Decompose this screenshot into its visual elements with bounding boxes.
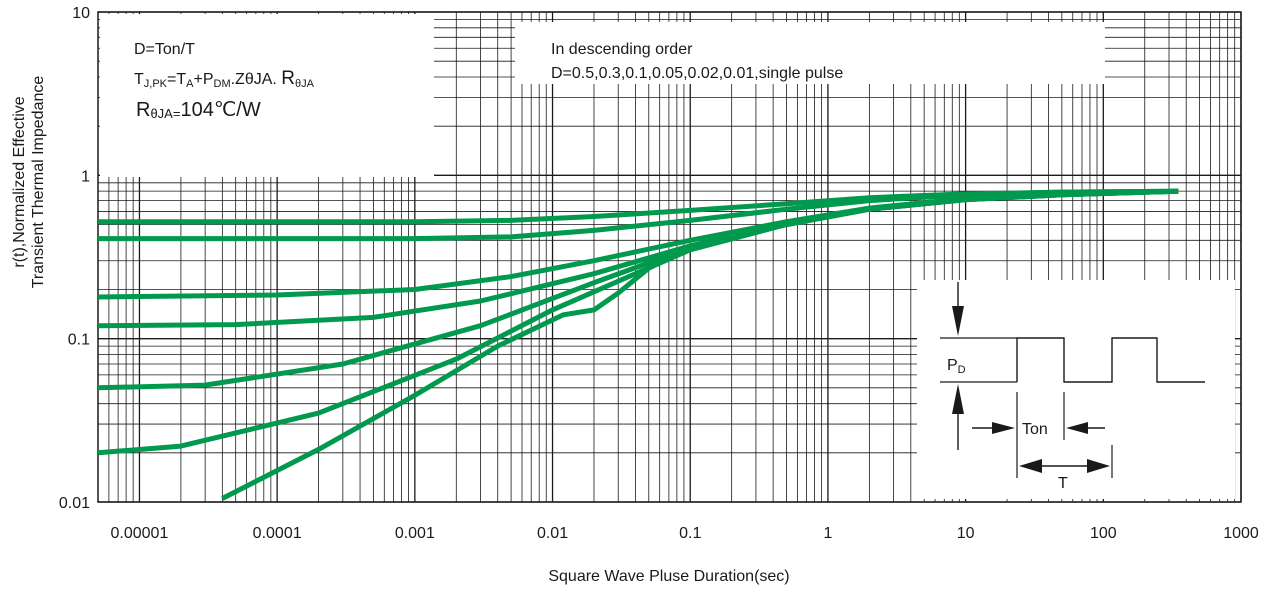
order-box: In descending order D=0.5,0.3,0.1,0.05,0… — [515, 22, 1105, 84]
y-tick-label: 10 — [72, 5, 90, 22]
x-tick-label: 0.0001 — [253, 525, 302, 542]
formula-z: .ZθJA. — [231, 71, 282, 88]
x-tick-label: 100 — [1090, 525, 1117, 542]
pd-label-p: P — [947, 357, 958, 374]
t-arrow-left-head — [1019, 459, 1042, 473]
waveform-box: PD Ton T — [917, 280, 1235, 499]
y-tick-labels: 0.01 0.1 1 10 — [59, 5, 90, 512]
formula-sub-dm: DM — [214, 78, 231, 90]
formula-line-2: TJ,PK=TA+PDM.ZθJA. RθJA — [134, 68, 315, 90]
y-axis-title-line-2: Transient Thermal Impedance — [30, 76, 47, 289]
y-tick-label: 1 — [81, 168, 90, 185]
x-tick-label: 1 — [823, 525, 832, 542]
pd-label-sub: D — [958, 364, 966, 376]
formula-sub-a: A — [186, 78, 194, 90]
series-line-2 — [98, 188, 1179, 242]
formula-line-1: D=Ton/T — [134, 41, 195, 58]
order-line-2: D=0.5,0.3,0.1,0.05,0.02,0.01,single puls… — [551, 65, 843, 82]
formula-eq-t: =T — [167, 71, 186, 88]
pd-arrow-up-head — [952, 384, 964, 414]
y-tick-label: 0.1 — [68, 332, 90, 349]
formula-r2: R — [136, 99, 150, 121]
formula-value: 104℃/W — [180, 99, 260, 121]
t-arrow-right-head — [1087, 459, 1110, 473]
pulse-waveform — [1016, 337, 1205, 383]
y-axis-title: r(t),Normalized Effective Transient Ther… — [11, 76, 47, 289]
plot-frame — [97, 11, 1242, 503]
waveform-box-background — [917, 280, 1235, 499]
x-axis-title: Square Wave Pluse Duration(sec) — [548, 568, 789, 585]
t-label: T — [1058, 475, 1068, 492]
ton-left-arrow-head — [992, 422, 1015, 434]
order-line-1: In descending order — [551, 41, 693, 58]
formula-line-3: RθJA=104℃/W — [136, 99, 261, 121]
pd-label: PD — [947, 357, 966, 376]
order-box-background — [515, 22, 1105, 84]
x-tick-label: 10 — [957, 525, 975, 542]
y-tick-label: 0.01 — [59, 495, 90, 512]
series-line-7 — [221, 188, 1179, 501]
formula-plus-p: +P — [193, 71, 213, 88]
ton-label: Ton — [1022, 421, 1048, 438]
formula-box-background — [100, 14, 434, 177]
formula-box: D=Ton/T TJ,PK=TA+PDM.ZθJA. RθJA RθJA=104… — [100, 14, 434, 177]
x-tick-label: 0.00001 — [111, 525, 169, 542]
formula-sub-jpk: J,PK — [144, 78, 168, 90]
formula-r: R — [281, 68, 295, 89]
pd-arrow-down-head — [952, 306, 964, 336]
formula-t: T — [134, 71, 144, 88]
ton-right-arrow-head — [1066, 422, 1088, 434]
x-tick-label: 1000 — [1223, 525, 1259, 542]
y-axis-title-line-1: r(t),Normalized Effective — [11, 96, 28, 267]
formula-sub-theta-ja-2: θJA= — [150, 106, 180, 121]
series-group — [97, 188, 1179, 501]
x-tick-label: 0.01 — [537, 525, 568, 542]
x-tick-label: 0.1 — [679, 525, 701, 542]
formula-sub-theta-ja: θJA — [295, 78, 315, 90]
x-tick-label: 0.001 — [395, 525, 435, 542]
x-tick-labels: 0.00001 0.0001 0.001 0.01 0.1 1 10 100 1000 — [111, 525, 1259, 542]
